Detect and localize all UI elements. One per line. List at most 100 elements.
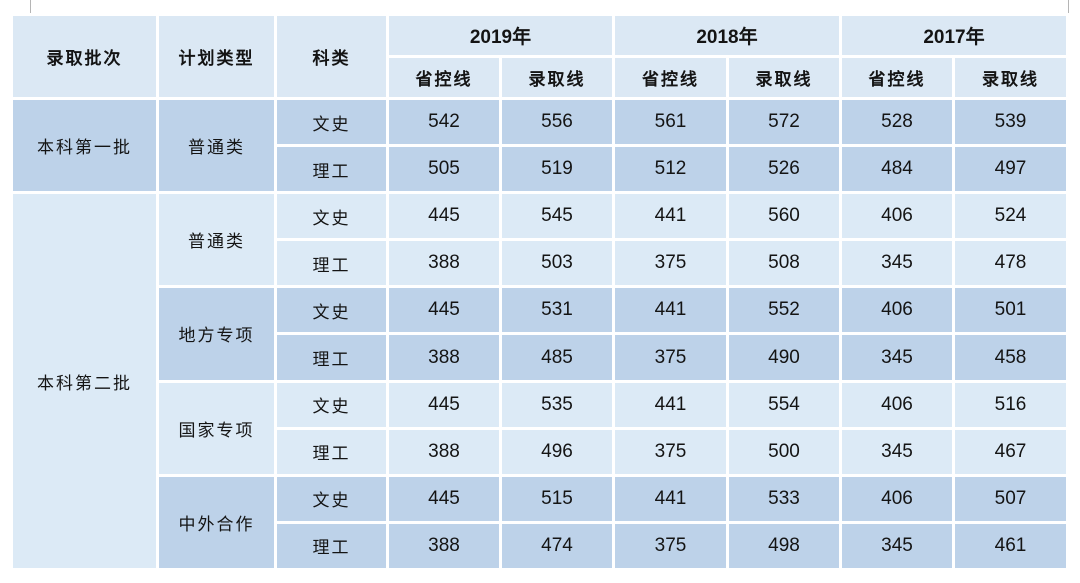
subject-cell: 理工 [274, 520, 389, 572]
subject-cell: 理工 [274, 332, 389, 383]
header-row-subcolumns: 省控线 录取线 省控线 录取线 省控线 录取线 [12, 55, 1069, 100]
table-row: 理工 388 474 375 498 345 461 [12, 520, 1069, 572]
score-cell: 515 [499, 473, 615, 524]
table-row: 本科第一批 普通类 文史 542 556 561 572 528 539 [10, 96, 1069, 195]
header-cell-plan-type: 计划类型 [156, 13, 277, 100]
score-cell: 524 [952, 191, 1069, 242]
score-cell: 535 [499, 379, 615, 430]
score-cell: 501 [952, 285, 1069, 336]
subheader-control-line-2017: 省控线 [839, 55, 955, 100]
score-cell: 458 [952, 332, 1069, 383]
score-cell: 519 [499, 144, 615, 195]
score-cell: 533 [726, 473, 842, 524]
subject-cell: 理工 [274, 238, 389, 289]
score-cell: 467 [952, 426, 1069, 477]
score-cell: 388 [386, 426, 502, 477]
plan-cell: 普通类 [156, 191, 277, 289]
year-header-2018: 2018年 [612, 13, 842, 58]
subheader-control-line-2018: 省控线 [612, 55, 729, 100]
page-top-tick-right [1068, 0, 1069, 13]
score-cell: 500 [726, 426, 842, 477]
score-cell: 406 [839, 285, 955, 336]
score-cell: 516 [952, 379, 1069, 430]
score-cell: 375 [612, 426, 729, 477]
score-cell: 528 [839, 96, 955, 148]
subject-cell: 文史 [274, 379, 389, 430]
table-row: 理工 388 485 375 490 345 458 [12, 332, 1069, 383]
score-cell: 545 [499, 191, 615, 242]
subject-cell: 文史 [274, 96, 389, 148]
score-cell: 406 [839, 379, 955, 430]
score-cell: 445 [386, 191, 502, 242]
table-row: 理工 388 496 375 500 345 467 [12, 426, 1069, 477]
score-cell: 556 [499, 96, 615, 148]
score-cell: 441 [612, 379, 729, 430]
subheader-admission-line-2019: 录取线 [499, 55, 615, 100]
score-cell: 441 [612, 285, 729, 336]
score-cell: 441 [612, 191, 729, 242]
score-cell: 375 [612, 520, 729, 572]
table-row: 理工 388 503 375 508 345 478 [12, 238, 1069, 289]
score-cell: 539 [952, 96, 1069, 148]
plan-cell: 国家专项 [156, 379, 277, 477]
year-header-2017: 2017年 [839, 13, 1069, 58]
admission-scores-table: 录取批次 计划类型 科类 2019年 2018年 2017年 省控线 录取线 省… [10, 13, 1069, 572]
score-cell: 406 [839, 191, 955, 242]
score-cell: 461 [952, 520, 1069, 572]
score-cell: 445 [386, 473, 502, 524]
score-cell: 552 [726, 285, 842, 336]
score-cell: 375 [612, 332, 729, 383]
subheader-admission-line-2017: 录取线 [952, 55, 1069, 100]
score-cell: 345 [839, 426, 955, 477]
batch-cell-second: 本科第二批 [10, 191, 159, 571]
score-cell: 445 [386, 379, 502, 430]
score-cell: 345 [839, 520, 955, 572]
score-cell: 406 [839, 473, 955, 524]
subject-cell: 理工 [274, 426, 389, 477]
page-top-tick-left [30, 0, 31, 13]
year-header-2019: 2019年 [386, 13, 615, 58]
score-cell: 572 [726, 96, 842, 148]
score-cell: 508 [726, 238, 842, 289]
subject-cell: 理工 [274, 144, 389, 195]
header-row-years: 录取批次 计划类型 科类 2019年 2018年 2017年 [10, 13, 1069, 100]
score-cell: 560 [726, 191, 842, 242]
plan-cell: 地方专项 [156, 285, 277, 383]
score-cell: 561 [612, 96, 729, 148]
score-cell: 512 [612, 144, 729, 195]
header-cell-subject: 科类 [274, 13, 389, 100]
score-cell: 503 [499, 238, 615, 289]
subheader-control-line-2019: 省控线 [386, 55, 502, 100]
score-cell: 526 [726, 144, 842, 195]
score-cell: 388 [386, 520, 502, 572]
score-cell: 441 [612, 473, 729, 524]
score-cell: 345 [839, 332, 955, 383]
score-cell: 496 [499, 426, 615, 477]
score-cell: 445 [386, 285, 502, 336]
table-row: 国家专项 文史 445 535 441 554 406 516 [12, 379, 1069, 477]
batch-cell-first: 本科第一批 [10, 96, 159, 195]
score-cell: 345 [839, 238, 955, 289]
score-cell: 531 [499, 285, 615, 336]
header-cell-batch: 录取批次 [10, 13, 159, 100]
score-cell: 490 [726, 332, 842, 383]
score-cell: 497 [952, 144, 1069, 195]
plan-cell: 普通类 [156, 96, 277, 195]
table-row: 中外合作 文史 445 515 441 533 406 507 [12, 473, 1069, 572]
score-cell: 474 [499, 520, 615, 572]
score-cell: 498 [726, 520, 842, 572]
score-cell: 554 [726, 379, 842, 430]
subject-cell: 文史 [274, 473, 389, 524]
table-row: 本科第二批 普通类 文史 445 545 441 560 406 524 [10, 191, 1069, 571]
score-cell: 484 [839, 144, 955, 195]
table-row: 地方专项 文史 445 531 441 552 406 501 [12, 285, 1069, 383]
score-cell: 478 [952, 238, 1069, 289]
score-cell: 507 [952, 473, 1069, 524]
score-cell: 388 [386, 238, 502, 289]
subject-cell: 文史 [274, 191, 389, 242]
table-row: 理工 505 519 512 526 484 497 [12, 144, 1069, 195]
score-cell: 485 [499, 332, 615, 383]
plan-cell: 中外合作 [156, 473, 277, 572]
score-cell: 375 [612, 238, 729, 289]
score-cell: 388 [386, 332, 502, 383]
